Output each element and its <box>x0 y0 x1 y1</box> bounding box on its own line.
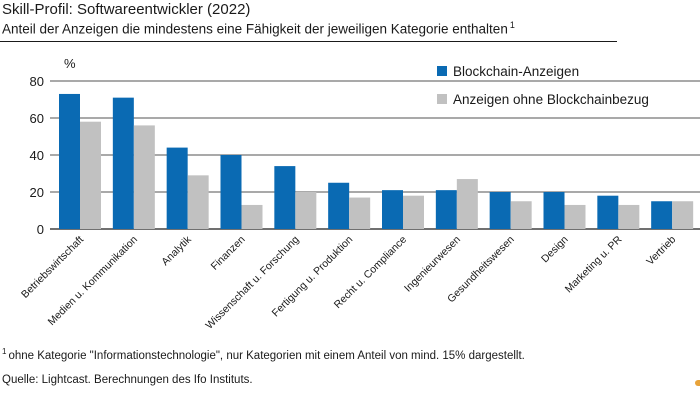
bar <box>349 197 371 229</box>
legend-swatch <box>437 94 447 104</box>
y-tick-label: 80 <box>30 74 44 89</box>
bar <box>133 125 155 229</box>
bar <box>220 155 242 229</box>
x-tick-label: Marketing u. PR <box>563 233 625 295</box>
x-tick-label: Medien u. Kommunikation <box>46 234 140 328</box>
bar <box>187 175 209 229</box>
y-tick-label: 60 <box>30 111 44 126</box>
footnote-text: ohne Kategorie "Informationstechnologie"… <box>8 349 525 362</box>
x-tick-label: Design <box>539 234 571 266</box>
y-tick-label: 40 <box>30 148 44 163</box>
x-tick-label: Vertrieb <box>644 234 678 268</box>
bar <box>166 147 188 229</box>
bar <box>59 93 80 229</box>
bar <box>456 179 478 229</box>
x-tick-label: Finanzen <box>209 234 248 273</box>
x-tick-label: Analytik <box>159 233 194 268</box>
subtitle-footnote-marker: 1 <box>509 20 515 30</box>
x-tick-label: Ingenieurwesen <box>402 234 463 295</box>
title-rule <box>0 41 617 42</box>
bar <box>328 182 350 229</box>
footnote: 1 ohne Kategorie "Informationstechnologie… <box>2 345 562 363</box>
bar <box>274 166 296 229</box>
chart-subtitle-text: Anteil der Anzeigen die mindestens eine … <box>2 21 508 37</box>
bar <box>403 195 424 229</box>
bar <box>651 201 673 229</box>
source-note: Quelle: Lightcast. Berechnungen des Ifo … <box>2 374 253 386</box>
x-tick-label: Wissenschaft u. Forschung <box>203 234 301 332</box>
bar <box>435 190 457 229</box>
legend-label: Blockchain-Anzeigen <box>453 64 579 79</box>
bar <box>241 204 263 229</box>
bar <box>382 190 403 229</box>
bar <box>543 192 565 229</box>
bar <box>295 192 317 229</box>
bar <box>618 204 640 229</box>
y-tick-label: 0 <box>37 222 44 237</box>
legend-label: Anzeigen ohne Blockchainbezug <box>453 92 649 107</box>
decorative-mark <box>695 380 700 386</box>
y-axis-unit-label: % <box>64 56 76 71</box>
bar <box>510 201 532 229</box>
bar <box>112 97 134 230</box>
y-tick-label: 20 <box>30 185 44 200</box>
chart-title: Skill-Profil: Softwareentwickler (2022) <box>2 1 251 18</box>
bar <box>672 201 694 229</box>
bar <box>564 204 586 229</box>
chart-subtitle: Anteil der Anzeigen die mindestens eine … <box>2 20 515 37</box>
bar <box>597 195 619 229</box>
legend-swatch <box>437 66 447 76</box>
bar <box>489 192 511 229</box>
footnote-marker: 1 <box>2 347 7 356</box>
bar <box>80 121 101 229</box>
